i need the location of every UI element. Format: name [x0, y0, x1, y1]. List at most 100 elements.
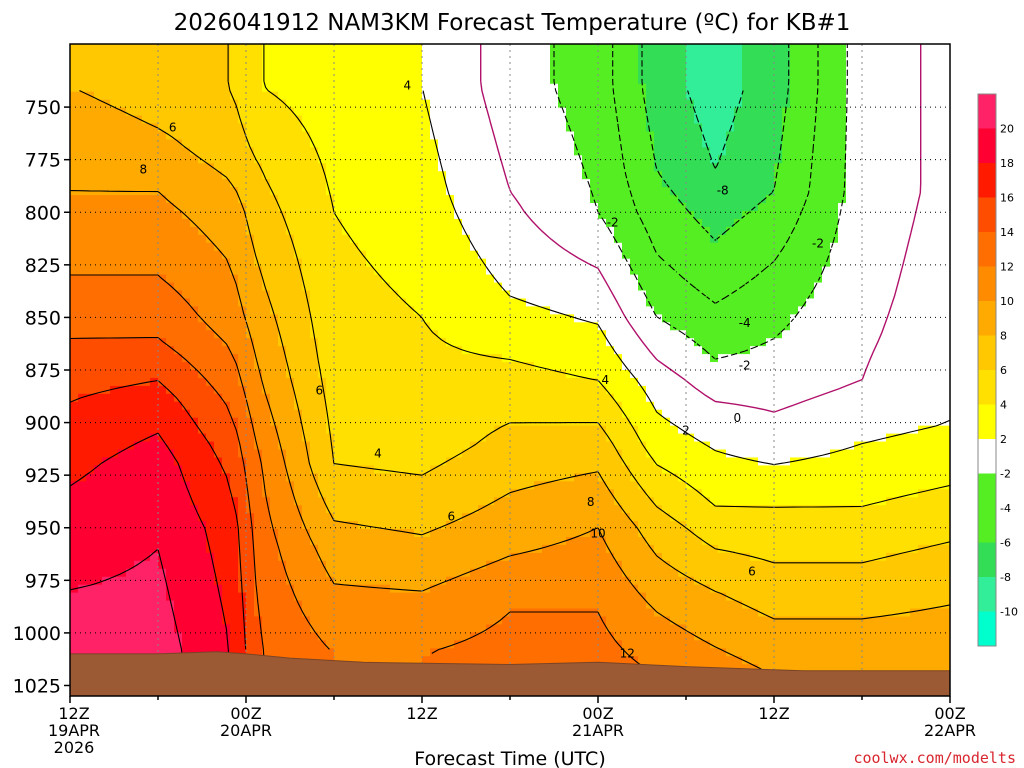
temperature-cell [430, 282, 439, 292]
temperature-cell [166, 624, 175, 633]
temperature-cell [286, 568, 295, 578]
temperature-cell [446, 234, 455, 244]
temperature-cell [302, 195, 311, 204]
temperature-cell [206, 51, 215, 61]
temperature-cell [454, 584, 463, 594]
temperature-cell [78, 370, 87, 379]
temperature-cell [70, 536, 79, 546]
temperature-cell [422, 592, 431, 602]
temperature-cell [158, 544, 167, 554]
temperature-cell [470, 473, 479, 482]
temperature-cell [206, 115, 215, 125]
temperature-cell [382, 147, 391, 156]
temperature-cell [254, 187, 263, 196]
temperature-cell [86, 83, 95, 93]
temperature-cell [422, 290, 431, 300]
temperature-cell [94, 576, 103, 586]
temperature-cell [350, 322, 359, 331]
temperature-cell [430, 203, 439, 212]
temperature-cell [318, 425, 327, 435]
temperature-cell [190, 155, 199, 164]
temperature-cell [270, 377, 279, 387]
temperature-cell [366, 187, 375, 196]
temperature-cell [518, 99, 527, 109]
temperature-cell [534, 298, 543, 307]
temperature-cell [422, 322, 431, 331]
temperature-cell [278, 521, 287, 530]
temperature-cell [166, 195, 175, 204]
temperature-cell [494, 314, 503, 323]
temperature-cell [518, 401, 527, 411]
temperature-cell [150, 536, 159, 546]
temperature-cell [342, 521, 351, 530]
temperature-cell [150, 282, 159, 292]
temperature-cell [326, 401, 335, 411]
temperature-cell [374, 536, 383, 546]
temperature-cell [486, 346, 495, 355]
temperature-cell [78, 465, 87, 474]
temperature-cell [238, 59, 247, 69]
temperature-cell [286, 385, 295, 395]
temperature-cell [110, 584, 119, 594]
temperature-cell [358, 210, 367, 220]
temperature-cell [302, 425, 311, 435]
temperature-cell [206, 576, 215, 586]
temperature-cell [518, 624, 527, 633]
temperature-cell [110, 449, 119, 459]
temperature-cell [166, 83, 175, 93]
temperature-cell [118, 298, 127, 307]
temperature-cell [270, 536, 279, 546]
temperature-cell [422, 354, 431, 363]
temperature-cell [206, 521, 215, 530]
temperature-cell [214, 489, 223, 498]
temperature-cell [310, 441, 319, 451]
temperature-cell [182, 600, 191, 610]
temperature-cell [438, 473, 447, 482]
temperature-cell [102, 234, 111, 244]
temperature-cell [206, 568, 215, 578]
temperature-cell [318, 513, 327, 522]
temperature-cell [542, 187, 551, 196]
temperature-cell [526, 600, 535, 610]
temperature-cell [142, 59, 151, 69]
temperature-cell [470, 409, 479, 419]
temperature-cell [102, 139, 111, 148]
temperature-cell [102, 195, 111, 204]
temperature-cell [438, 552, 447, 562]
temperature-cell [366, 290, 375, 300]
temperature-cell [214, 608, 223, 618]
temperature-cell [438, 377, 447, 387]
temperature-cell [454, 218, 463, 228]
temperature-cell [182, 497, 191, 506]
temperature-cell [470, 115, 479, 125]
temperature-cell [446, 481, 455, 490]
temperature-cell [326, 536, 335, 546]
temperature-cell [254, 544, 263, 554]
temperature-cell [398, 497, 407, 506]
temperature-cell [526, 457, 535, 467]
temperature-cell [174, 218, 183, 228]
temperature-cell [238, 385, 247, 395]
temperature-cell [70, 592, 79, 602]
temperature-cell [86, 330, 95, 339]
temperature-cell [302, 362, 311, 371]
temperature-cell [414, 401, 423, 411]
temperature-cell [190, 393, 199, 403]
temperature-cell [518, 171, 527, 180]
temperature-cell [110, 497, 119, 506]
temperature-cell [302, 632, 311, 641]
temperature-cell [334, 465, 343, 474]
temperature-cell [430, 115, 439, 125]
temperature-cell [382, 338, 391, 347]
temperature-cell [422, 226, 431, 236]
temperature-cell [446, 536, 455, 546]
temperature-cell [462, 377, 471, 387]
temperature-cell [398, 401, 407, 411]
temperature-cell [334, 123, 343, 133]
temperature-cell [150, 513, 159, 522]
temperature-cell [230, 218, 239, 228]
temperature-cell [470, 266, 479, 276]
temperature-cell [86, 433, 95, 443]
temperature-cell [334, 290, 343, 300]
temperature-cell [494, 648, 503, 657]
